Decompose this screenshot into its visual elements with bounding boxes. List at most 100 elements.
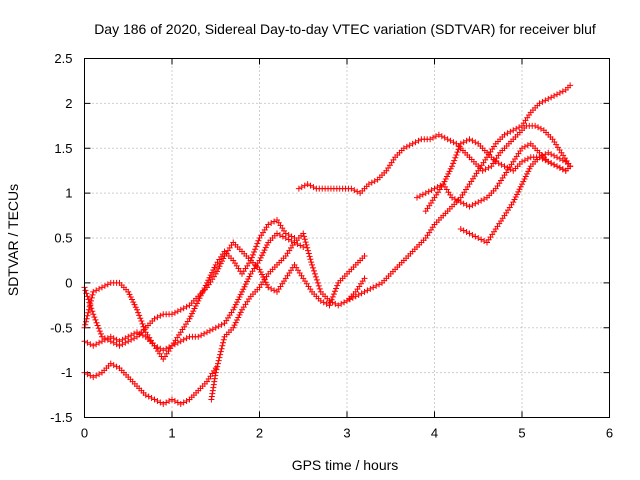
data-point (517, 183, 524, 190)
data-point (441, 178, 448, 185)
data-point (567, 163, 574, 170)
data-point (463, 229, 470, 236)
data-point (245, 276, 252, 283)
data-point (113, 363, 120, 370)
data-point (522, 173, 529, 180)
data-point (93, 341, 100, 348)
data-point (341, 299, 348, 306)
data-point (472, 139, 479, 146)
data-point (346, 296, 353, 303)
data-point (257, 254, 264, 261)
data-point (171, 398, 178, 405)
x-tick-label: 5 (518, 426, 525, 441)
data-point (122, 335, 129, 342)
data-point (364, 287, 371, 294)
data-point (430, 134, 437, 141)
data-point (271, 287, 278, 294)
data-point (469, 137, 476, 144)
data-point (198, 332, 205, 339)
data-point (157, 399, 164, 406)
data-point (526, 165, 533, 172)
x-tick-label: 4 (431, 426, 438, 441)
data-point (216, 263, 223, 270)
data-point (442, 176, 449, 183)
data-point (478, 236, 485, 243)
data-point (495, 160, 502, 167)
data-point (235, 296, 242, 303)
data-point (260, 249, 267, 256)
data-point (141, 326, 148, 333)
data-point (247, 257, 254, 264)
data-point (539, 152, 546, 159)
data-point (91, 314, 98, 321)
data-point (174, 308, 181, 315)
data-point (415, 137, 422, 144)
data-point (542, 97, 549, 104)
data-point (232, 319, 239, 326)
x-tick-label: 1 (168, 426, 175, 441)
x-tick-label: 3 (343, 426, 350, 441)
data-point (136, 312, 143, 319)
data-point (217, 351, 224, 358)
data-point (463, 137, 470, 144)
data-point (545, 149, 552, 156)
data-point (88, 297, 95, 304)
data-point (449, 163, 455, 170)
data-point (361, 252, 368, 259)
data-point (504, 130, 511, 137)
data-point (328, 296, 335, 303)
data-point (264, 281, 270, 288)
data-point (116, 338, 123, 345)
data-point (335, 302, 342, 309)
data-point (262, 244, 269, 251)
data-point (416, 193, 423, 200)
data-point (311, 270, 318, 277)
data-point (548, 94, 555, 101)
data-point (545, 158, 552, 165)
data-point (95, 325, 102, 332)
data-point (177, 306, 184, 313)
chart-title: Day 186 of 2020, Sidereal Day-to-day VTE… (94, 21, 596, 37)
data-point (332, 300, 339, 307)
data-point (312, 273, 319, 280)
data-point (261, 276, 268, 283)
data-point (107, 333, 114, 340)
data-point (554, 91, 560, 98)
x-axis-label: GPS time / hours (292, 457, 399, 473)
data-point (472, 200, 479, 207)
data-point (220, 336, 227, 343)
data-point (510, 199, 517, 206)
data-point (137, 315, 144, 322)
data-point (200, 287, 207, 294)
data-point (195, 297, 202, 304)
data-point (201, 330, 208, 337)
data-point (406, 142, 413, 149)
data-point (441, 134, 448, 141)
data-point (501, 131, 508, 138)
data-point (313, 276, 320, 283)
data-point (478, 197, 485, 204)
data-point (230, 306, 237, 313)
data-point (351, 187, 358, 194)
data-point (104, 335, 111, 342)
data-point (521, 176, 528, 183)
data-point (169, 396, 175, 403)
data-point (521, 157, 528, 164)
data-point (249, 251, 256, 258)
data-point (507, 128, 514, 135)
data-point (180, 336, 187, 343)
data-point (307, 256, 314, 263)
data-point (567, 82, 574, 89)
data-series (81, 360, 219, 408)
data-point (180, 305, 187, 312)
data-point (230, 324, 237, 331)
data-point (330, 291, 337, 298)
data-point (466, 203, 473, 210)
data-point (132, 304, 139, 311)
data-point (90, 288, 97, 295)
data-point (454, 149, 461, 156)
x-tick-label: 0 (81, 426, 88, 441)
data-point (87, 341, 94, 348)
data-point (213, 366, 220, 373)
data-series (295, 122, 574, 197)
